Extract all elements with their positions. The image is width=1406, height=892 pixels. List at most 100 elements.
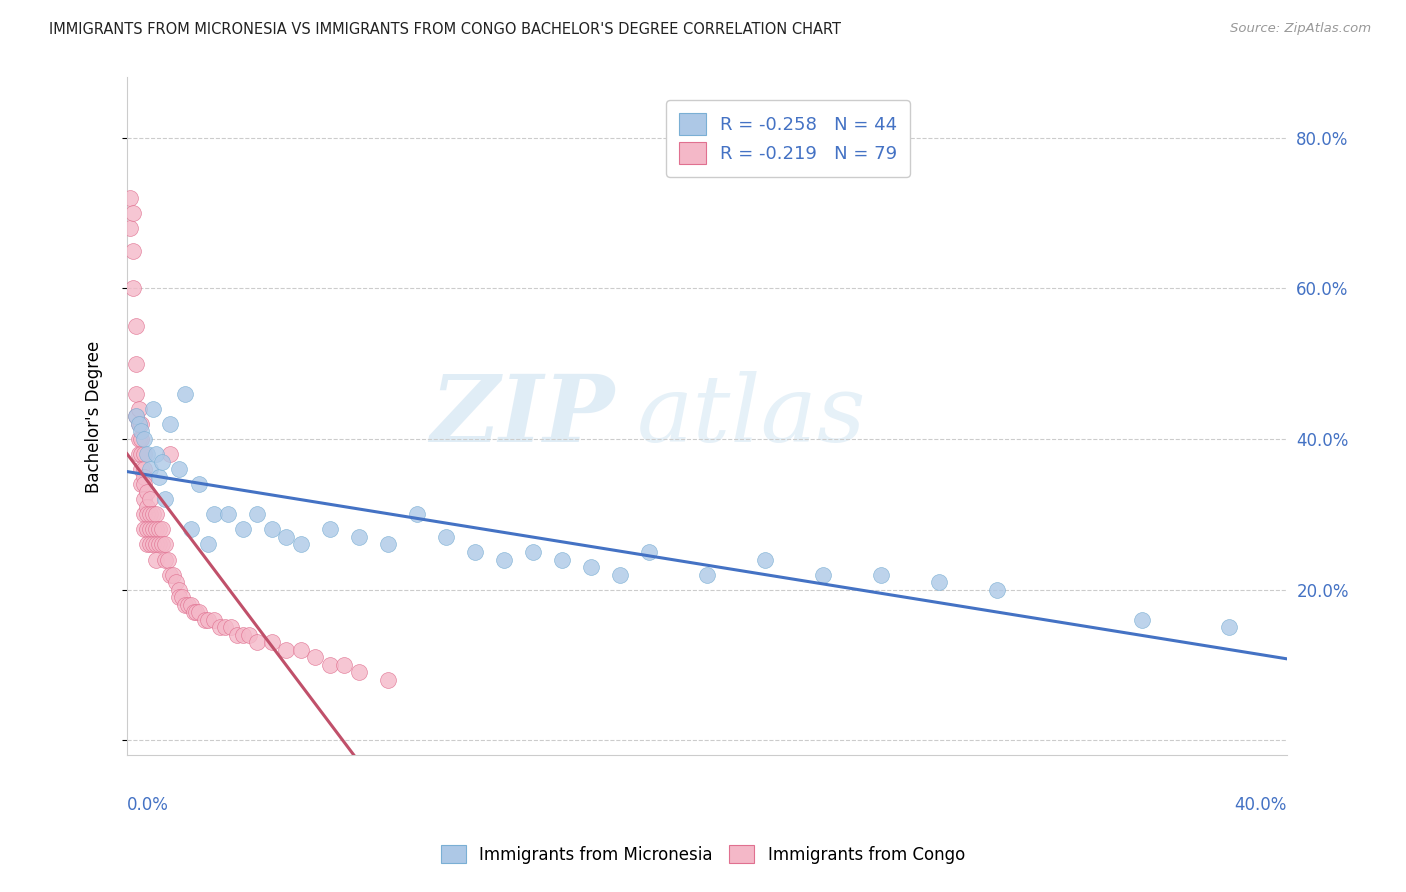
Point bbox=[405, 508, 427, 522]
Point bbox=[121, 281, 143, 295]
Point bbox=[139, 508, 162, 522]
Point bbox=[142, 508, 165, 522]
Point bbox=[1130, 613, 1153, 627]
Point bbox=[177, 598, 200, 612]
Point bbox=[167, 590, 190, 604]
Point bbox=[188, 605, 211, 619]
Text: IMMIGRANTS FROM MICRONESIA VS IMMIGRANTS FROM CONGO BACHELOR'S DEGREE CORRELATIO: IMMIGRANTS FROM MICRONESIA VS IMMIGRANTS… bbox=[49, 22, 841, 37]
Point bbox=[197, 537, 219, 551]
Point bbox=[197, 613, 219, 627]
Text: atlas: atlas bbox=[637, 371, 866, 461]
Point bbox=[167, 582, 190, 597]
Point bbox=[167, 462, 190, 476]
Text: 0.0%: 0.0% bbox=[127, 796, 169, 814]
Point bbox=[131, 447, 153, 461]
Point bbox=[159, 417, 181, 431]
Point bbox=[609, 567, 631, 582]
Point bbox=[276, 530, 298, 544]
Point bbox=[134, 447, 156, 461]
Point bbox=[186, 605, 208, 619]
Point bbox=[238, 628, 260, 642]
Legend: Immigrants from Micronesia, Immigrants from Congo: Immigrants from Micronesia, Immigrants f… bbox=[434, 838, 972, 871]
Y-axis label: Bachelor's Degree: Bachelor's Degree bbox=[86, 340, 103, 492]
Point bbox=[128, 401, 150, 416]
Point bbox=[165, 575, 187, 590]
Point bbox=[290, 537, 312, 551]
Point bbox=[139, 522, 162, 536]
Point bbox=[134, 492, 156, 507]
Point bbox=[754, 552, 776, 566]
Point bbox=[260, 522, 283, 536]
Point bbox=[145, 447, 167, 461]
Point bbox=[118, 191, 141, 205]
Point bbox=[217, 508, 239, 522]
Point bbox=[128, 417, 150, 431]
Point bbox=[150, 454, 173, 468]
Point bbox=[128, 417, 150, 431]
Point bbox=[232, 628, 254, 642]
Point bbox=[319, 657, 342, 672]
Point bbox=[131, 462, 153, 476]
Point bbox=[637, 545, 659, 559]
Legend: R = -0.258   N = 44, R = -0.219   N = 79: R = -0.258 N = 44, R = -0.219 N = 79 bbox=[666, 100, 910, 177]
Point bbox=[118, 221, 141, 235]
Point bbox=[347, 530, 370, 544]
Point bbox=[811, 567, 834, 582]
Point bbox=[333, 657, 356, 672]
Point bbox=[434, 530, 457, 544]
Point bbox=[464, 545, 486, 559]
Point bbox=[183, 605, 205, 619]
Point bbox=[180, 522, 202, 536]
Point bbox=[148, 537, 170, 551]
Point bbox=[194, 613, 217, 627]
Point bbox=[136, 484, 159, 499]
Point bbox=[139, 462, 162, 476]
Point bbox=[159, 447, 181, 461]
Point bbox=[492, 552, 515, 566]
Point bbox=[136, 537, 159, 551]
Point bbox=[134, 432, 156, 446]
Point bbox=[170, 590, 193, 604]
Point bbox=[136, 500, 159, 514]
Point bbox=[304, 650, 326, 665]
Point bbox=[219, 620, 242, 634]
Point bbox=[153, 492, 176, 507]
Point bbox=[124, 409, 146, 424]
Point bbox=[928, 575, 950, 590]
Point bbox=[377, 537, 399, 551]
Point bbox=[153, 552, 176, 566]
Point bbox=[121, 206, 143, 220]
Point bbox=[696, 567, 718, 582]
Point bbox=[139, 492, 162, 507]
Point bbox=[153, 537, 176, 551]
Point bbox=[131, 425, 153, 439]
Point bbox=[131, 417, 153, 431]
Point bbox=[134, 477, 156, 491]
Text: 40.0%: 40.0% bbox=[1234, 796, 1286, 814]
Point bbox=[319, 522, 342, 536]
Point bbox=[131, 432, 153, 446]
Point bbox=[148, 522, 170, 536]
Point bbox=[290, 643, 312, 657]
Point bbox=[124, 386, 146, 401]
Point bbox=[174, 386, 197, 401]
Point bbox=[145, 508, 167, 522]
Point bbox=[180, 598, 202, 612]
Point bbox=[142, 537, 165, 551]
Point bbox=[246, 508, 269, 522]
Point bbox=[226, 628, 249, 642]
Point bbox=[124, 318, 146, 333]
Text: Source: ZipAtlas.com: Source: ZipAtlas.com bbox=[1230, 22, 1371, 36]
Point bbox=[347, 665, 370, 680]
Point bbox=[128, 447, 150, 461]
Point bbox=[142, 401, 165, 416]
Point bbox=[869, 567, 891, 582]
Point bbox=[174, 598, 197, 612]
Point bbox=[136, 447, 159, 461]
Point bbox=[1218, 620, 1240, 634]
Point bbox=[124, 409, 146, 424]
Point bbox=[159, 567, 181, 582]
Point bbox=[145, 552, 167, 566]
Point bbox=[208, 620, 231, 634]
Point bbox=[202, 508, 225, 522]
